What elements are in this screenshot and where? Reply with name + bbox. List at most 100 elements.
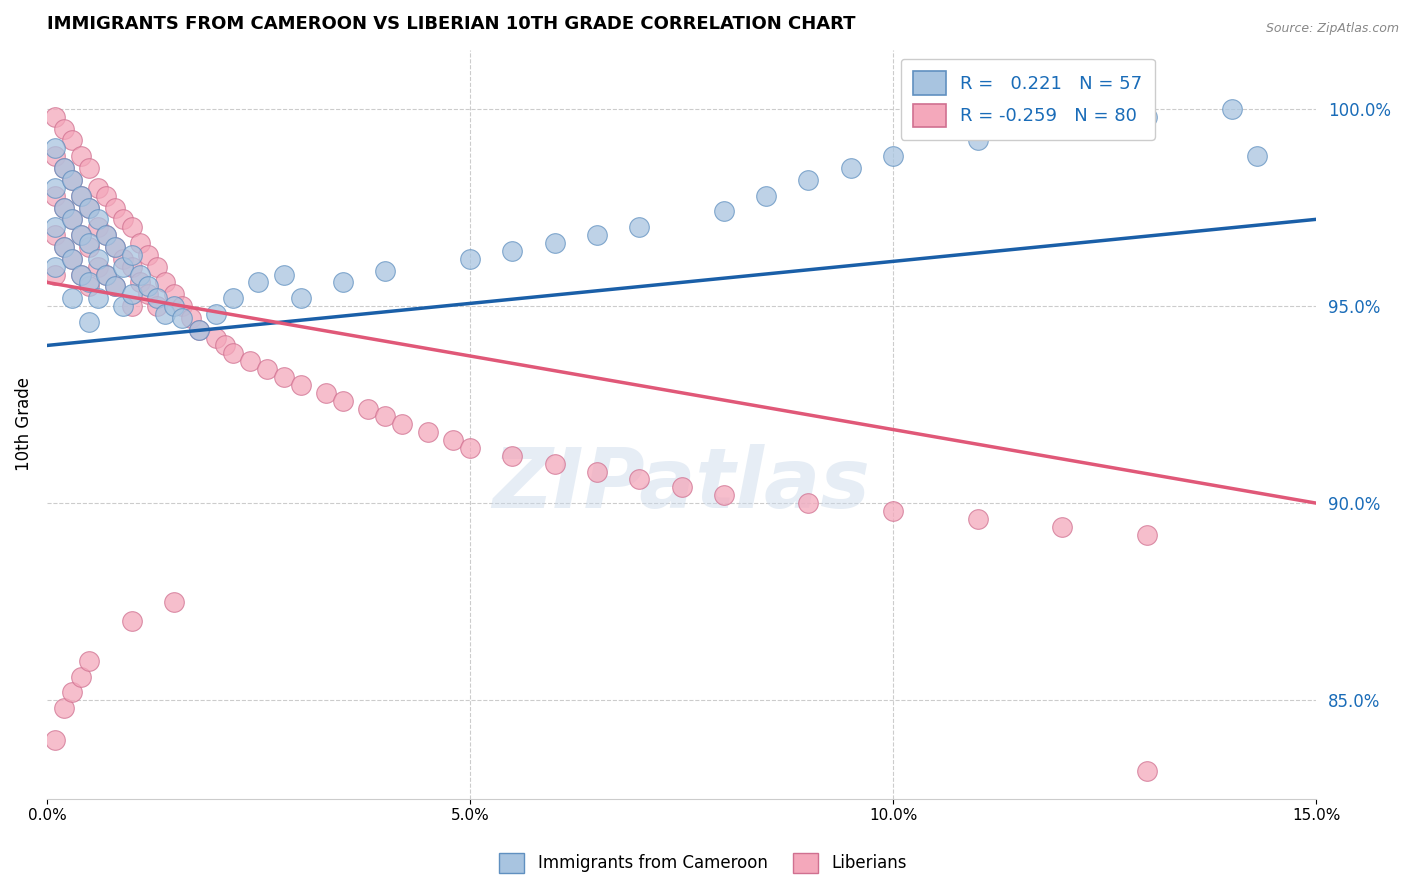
Point	[163, 287, 186, 301]
Point	[1246, 149, 1268, 163]
Point	[77, 315, 100, 329]
Point	[60, 173, 83, 187]
Point	[458, 441, 481, 455]
Point	[112, 260, 135, 274]
Point	[797, 496, 820, 510]
Point	[586, 228, 609, 243]
Point	[69, 188, 91, 202]
Point	[222, 346, 245, 360]
Point	[52, 701, 75, 715]
Point	[839, 161, 862, 175]
Point	[103, 279, 125, 293]
Point	[1052, 520, 1074, 534]
Point	[44, 260, 66, 274]
Point	[60, 291, 83, 305]
Point	[163, 299, 186, 313]
Point	[138, 287, 160, 301]
Point	[163, 595, 186, 609]
Point	[69, 228, 91, 243]
Point	[44, 732, 66, 747]
Point	[543, 457, 565, 471]
Point	[121, 260, 143, 274]
Point	[290, 377, 312, 392]
Point	[138, 279, 160, 293]
Point	[172, 299, 194, 313]
Point	[543, 235, 565, 250]
Point	[86, 181, 108, 195]
Point	[86, 220, 108, 235]
Point	[52, 121, 75, 136]
Point	[374, 409, 396, 424]
Point	[52, 201, 75, 215]
Point	[77, 276, 100, 290]
Point	[60, 212, 83, 227]
Point	[586, 465, 609, 479]
Legend: R =   0.221   N = 57, R = -0.259   N = 80: R = 0.221 N = 57, R = -0.259 N = 80	[900, 59, 1154, 139]
Point	[129, 235, 152, 250]
Point	[103, 240, 125, 254]
Point	[180, 310, 202, 325]
Point	[69, 268, 91, 282]
Point	[94, 228, 117, 243]
Point	[77, 161, 100, 175]
Point	[273, 268, 295, 282]
Point	[205, 307, 228, 321]
Point	[94, 228, 117, 243]
Point	[247, 276, 270, 290]
Point	[60, 252, 83, 266]
Point	[256, 362, 278, 376]
Point	[52, 161, 75, 175]
Point	[112, 252, 135, 266]
Point	[121, 299, 143, 313]
Point	[86, 252, 108, 266]
Legend: Immigrants from Cameroon, Liberians: Immigrants from Cameroon, Liberians	[494, 847, 912, 880]
Point	[69, 188, 91, 202]
Point	[966, 512, 988, 526]
Point	[290, 291, 312, 305]
Point	[315, 385, 337, 400]
Point	[112, 299, 135, 313]
Point	[146, 299, 169, 313]
Point	[273, 370, 295, 384]
Point	[172, 310, 194, 325]
Point	[77, 654, 100, 668]
Point	[713, 204, 735, 219]
Point	[121, 615, 143, 629]
Point	[1220, 102, 1243, 116]
Point	[146, 291, 169, 305]
Point	[129, 276, 152, 290]
Point	[391, 417, 413, 432]
Point	[60, 685, 83, 699]
Point	[60, 252, 83, 266]
Point	[112, 212, 135, 227]
Point	[441, 433, 464, 447]
Point	[121, 287, 143, 301]
Point	[188, 323, 211, 337]
Point	[44, 188, 66, 202]
Point	[103, 201, 125, 215]
Point	[628, 473, 651, 487]
Point	[713, 488, 735, 502]
Point	[44, 110, 66, 124]
Point	[86, 212, 108, 227]
Point	[52, 240, 75, 254]
Point	[77, 279, 100, 293]
Point	[357, 401, 380, 416]
Point	[458, 252, 481, 266]
Y-axis label: 10th Grade: 10th Grade	[15, 377, 32, 471]
Point	[60, 134, 83, 148]
Point	[416, 425, 439, 440]
Point	[86, 260, 108, 274]
Point	[332, 276, 354, 290]
Point	[882, 149, 904, 163]
Point	[94, 268, 117, 282]
Point	[69, 228, 91, 243]
Point	[52, 240, 75, 254]
Point	[138, 248, 160, 262]
Point	[77, 235, 100, 250]
Point	[129, 268, 152, 282]
Point	[146, 260, 169, 274]
Point	[44, 141, 66, 155]
Point	[882, 504, 904, 518]
Point	[52, 161, 75, 175]
